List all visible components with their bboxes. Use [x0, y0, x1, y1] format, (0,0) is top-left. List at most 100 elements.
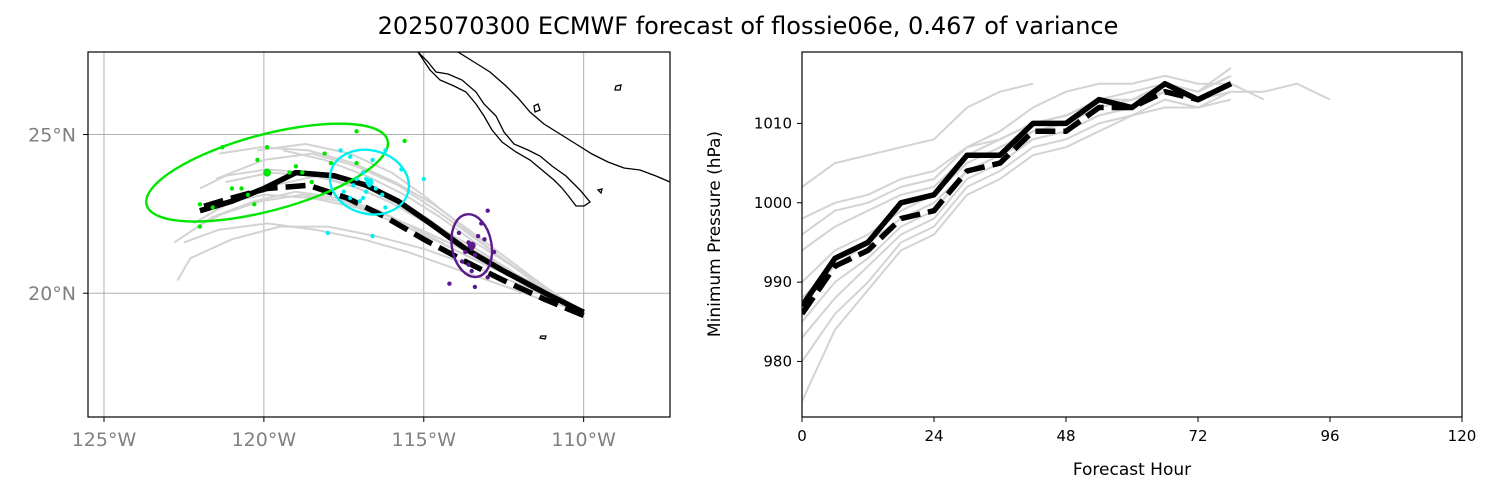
cluster-point: [354, 176, 359, 182]
cluster-point: [456, 230, 462, 236]
cluster-point: [239, 186, 244, 191]
cluster-point: [287, 170, 292, 175]
small-island-c: [614, 84, 622, 91]
pressure-tick-y: 980: [763, 352, 792, 370]
cluster-center: [365, 178, 374, 187]
pressure-tick-x: 96: [1320, 427, 1339, 445]
map-tick-x: 115°W: [391, 429, 456, 451]
ensemble-track: [282, 149, 585, 314]
cluster-point: [322, 151, 327, 156]
ensemble-track: [176, 225, 585, 314]
pressure-mean-dashed: [802, 81, 1233, 316]
cluster-ellipse: [450, 212, 494, 279]
cluster-point: [255, 157, 260, 163]
cluster-point: [252, 202, 257, 207]
pressure-tick-labels: 0 24 48 72 96 120 980 990 1000 1010: [754, 114, 1477, 445]
cluster-groups: [145, 122, 497, 290]
pressure-mean-solid: [802, 80, 1233, 308]
cluster-point: [357, 199, 362, 204]
cluster-center: [467, 241, 476, 250]
pressure-ensemble-line: [802, 74, 1232, 299]
ensemble-track: [218, 146, 585, 314]
cluster-point: [360, 170, 366, 175]
cluster-point: [373, 186, 378, 191]
figure-title: 2025070300 ECMWF forecast of flossie06e,…: [377, 12, 1119, 40]
cluster-2: [325, 148, 426, 239]
pressure-ensemble-line: [802, 98, 1232, 402]
pressure-ensemble-line: [802, 90, 1232, 363]
cluster-point: [341, 189, 346, 194]
cluster-point: [325, 230, 330, 236]
pressure-tick-y: 1010: [754, 114, 792, 132]
cluster-point: [197, 224, 203, 229]
cluster-point: [482, 237, 487, 242]
cluster-point: [485, 275, 490, 280]
pressure-tick-x: 24: [924, 427, 943, 445]
cluster-point: [383, 205, 388, 210]
map-frame: [87, 51, 671, 418]
mainland-coast: [457, 52, 670, 183]
pressure-tick-x: 0: [797, 427, 807, 445]
pressure-tick-y: 990: [763, 273, 792, 291]
pressure-tick-x: 48: [1056, 427, 1075, 445]
cluster-point: [383, 148, 388, 153]
pressure-frame: [801, 51, 1463, 418]
cluster-center: [263, 168, 272, 177]
cluster-point: [370, 233, 375, 239]
map-tick-x: 120°W: [232, 429, 297, 451]
cluster-point: [364, 189, 369, 194]
cluster-point: [421, 176, 426, 182]
cluster-point: [485, 208, 490, 213]
cluster-point: [293, 164, 299, 169]
small-island-d: [596, 188, 603, 195]
cluster-point: [354, 160, 359, 166]
cluster-point: [475, 233, 481, 239]
cluster-point: [229, 186, 235, 191]
cluster-point: [354, 129, 359, 134]
cluster-point: [466, 262, 471, 267]
cluster-point: [463, 249, 468, 255]
ensemble-track: [183, 222, 584, 314]
cluster-point: [380, 192, 385, 197]
cluster-point: [370, 157, 375, 163]
cluster-point: [472, 252, 478, 258]
cluster-point: [351, 183, 356, 188]
cluster-point: [360, 195, 366, 201]
cluster-point: [459, 259, 465, 264]
pressure-ensemble-line: [802, 82, 1034, 188]
cluster-1: [145, 122, 407, 229]
cluster-point: [197, 202, 203, 207]
small-island-b: [539, 335, 547, 340]
pressure-xlabel: Forecast Hour: [1073, 460, 1191, 480]
map-tick-labels: 125°W 120°W 115°W 110°W 20°N 25°N: [28, 125, 616, 451]
cluster-point: [348, 195, 353, 201]
pressure-mean-lines: [802, 80, 1233, 316]
cluster-point: [264, 145, 270, 150]
baja-peninsula-coast: [417, 52, 591, 207]
cluster-point: [447, 281, 452, 286]
map-tick-y: 25°N: [28, 125, 76, 147]
cluster-ellipse: [328, 148, 411, 216]
coastline: [417, 52, 670, 340]
cluster-point: [469, 268, 474, 274]
cluster-3: [447, 208, 497, 290]
cluster-point: [402, 138, 407, 144]
cluster-point: [472, 284, 478, 290]
cluster-point: [348, 154, 353, 159]
cluster-point: [210, 205, 215, 210]
pressure-tick-x: 72: [1188, 427, 1207, 445]
pressure-ylabel: Minimum Pressure (hPa): [705, 131, 725, 337]
cluster-point: [300, 170, 305, 175]
cluster-ellipse: [145, 122, 390, 223]
map-tick-y: 20°N: [28, 283, 76, 305]
cluster-point: [328, 160, 334, 166]
cluster-point: [245, 192, 251, 197]
pressure-tick-y: 1000: [754, 194, 792, 212]
map-tick-x: 125°W: [72, 429, 137, 451]
pressure-tick-x: 120: [1448, 427, 1477, 445]
map-tick-x: 110°W: [551, 429, 616, 451]
small-island-a: [533, 103, 541, 113]
map-gridlines: [88, 52, 670, 417]
cluster-point: [309, 179, 314, 185]
